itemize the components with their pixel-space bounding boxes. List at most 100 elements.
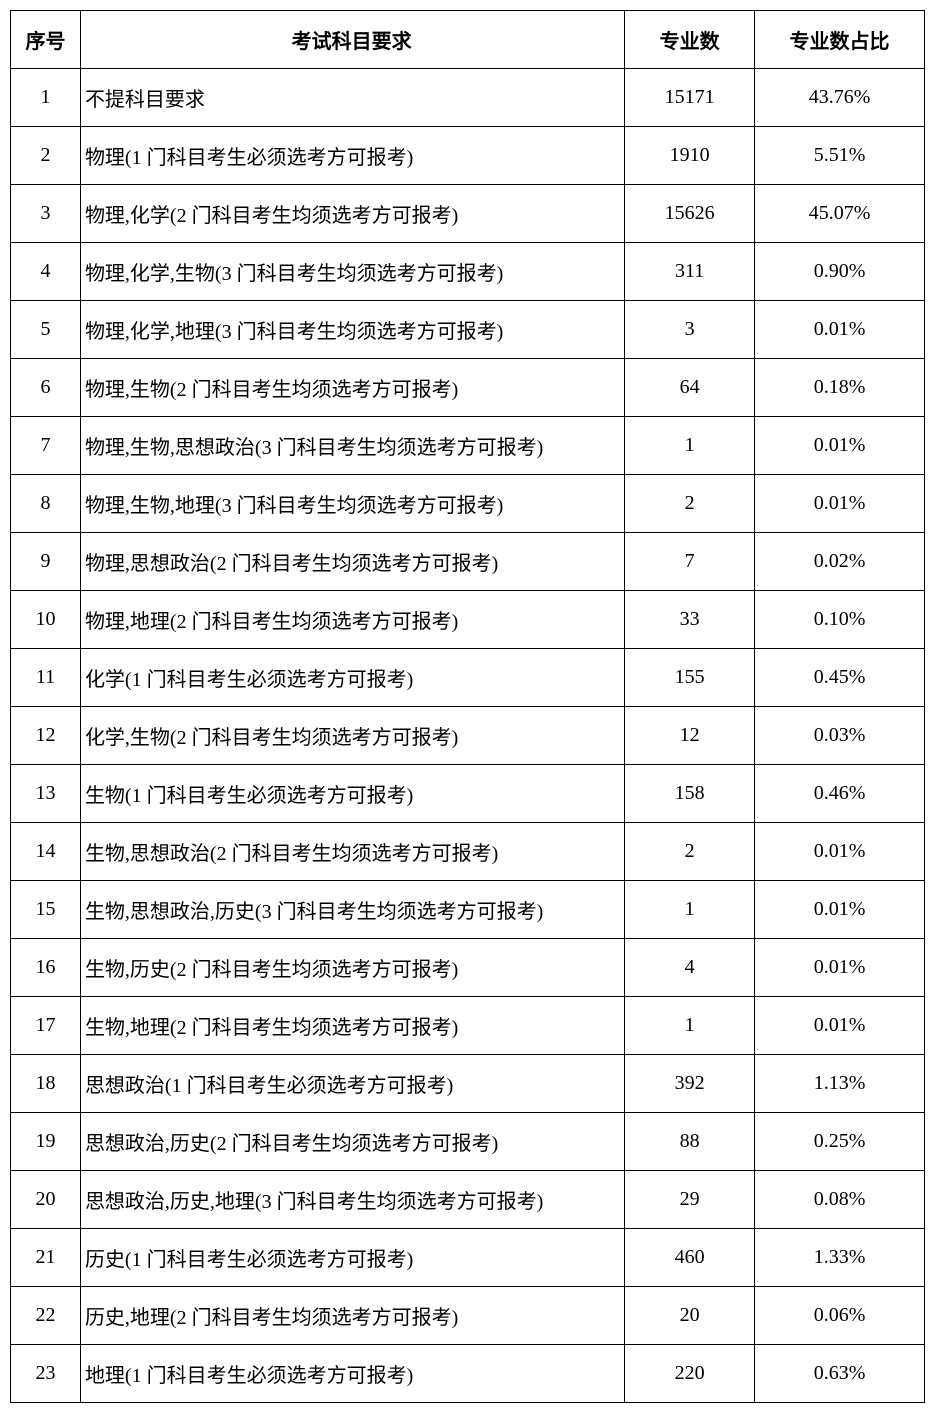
cell-requirement: 思想政治,历史,地理(3 门科目考生均须选考方可报考): [80, 1171, 624, 1229]
cell-index: 16: [11, 939, 81, 997]
cell-count: 64: [625, 359, 755, 417]
header-requirement: 考试科目要求: [80, 11, 624, 69]
table-row: 23地理(1 门科目考生必须选考方可报考)2200.63%: [11, 1345, 925, 1403]
cell-percent: 0.02%: [755, 533, 925, 591]
cell-index: 8: [11, 475, 81, 533]
cell-index: 9: [11, 533, 81, 591]
table-row: 13生物(1 门科目考生必须选考方可报考)1580.46%: [11, 765, 925, 823]
cell-count: 4: [625, 939, 755, 997]
cell-count: 12: [625, 707, 755, 765]
cell-percent: 1.13%: [755, 1055, 925, 1113]
cell-requirement: 思想政治(1 门科目考生必须选考方可报考): [80, 1055, 624, 1113]
cell-index: 18: [11, 1055, 81, 1113]
cell-count: 311: [625, 243, 755, 301]
table-body: 1不提科目要求1517143.76%2物理(1 门科目考生必须选考方可报考)19…: [11, 69, 925, 1403]
table-row: 15生物,思想政治,历史(3 门科目考生均须选考方可报考)10.01%: [11, 881, 925, 939]
cell-percent: 0.01%: [755, 881, 925, 939]
cell-count: 155: [625, 649, 755, 707]
cell-percent: 0.45%: [755, 649, 925, 707]
cell-count: 15626: [625, 185, 755, 243]
cell-percent: 0.46%: [755, 765, 925, 823]
cell-index: 4: [11, 243, 81, 301]
cell-percent: 0.90%: [755, 243, 925, 301]
table-row: 1不提科目要求1517143.76%: [11, 69, 925, 127]
table-row: 10物理,地理(2 门科目考生均须选考方可报考)330.10%: [11, 591, 925, 649]
cell-index: 19: [11, 1113, 81, 1171]
cell-percent: 0.18%: [755, 359, 925, 417]
cell-percent: 45.07%: [755, 185, 925, 243]
cell-requirement: 物理,生物(2 门科目考生均须选考方可报考): [80, 359, 624, 417]
table-row: 9物理,思想政治(2 门科目考生均须选考方可报考)70.02%: [11, 533, 925, 591]
cell-requirement: 生物,历史(2 门科目考生均须选考方可报考): [80, 939, 624, 997]
cell-index: 11: [11, 649, 81, 707]
cell-count: 2: [625, 823, 755, 881]
cell-requirement: 物理,地理(2 门科目考生均须选考方可报考): [80, 591, 624, 649]
cell-count: 2: [625, 475, 755, 533]
cell-index: 17: [11, 997, 81, 1055]
cell-requirement: 生物,思想政治(2 门科目考生均须选考方可报考): [80, 823, 624, 881]
cell-percent: 0.01%: [755, 939, 925, 997]
cell-index: 13: [11, 765, 81, 823]
table-row: 5物理,化学,地理(3 门科目考生均须选考方可报考)30.01%: [11, 301, 925, 359]
header-index: 序号: [11, 11, 81, 69]
cell-percent: 0.03%: [755, 707, 925, 765]
cell-percent: 0.01%: [755, 475, 925, 533]
cell-requirement: 物理,化学(2 门科目考生均须选考方可报考): [80, 185, 624, 243]
table-row: 17生物,地理(2 门科目考生均须选考方可报考)10.01%: [11, 997, 925, 1055]
cell-index: 23: [11, 1345, 81, 1403]
cell-count: 29: [625, 1171, 755, 1229]
cell-requirement: 化学(1 门科目考生必须选考方可报考): [80, 649, 624, 707]
cell-count: 7: [625, 533, 755, 591]
cell-index: 6: [11, 359, 81, 417]
table-row: 14生物,思想政治(2 门科目考生均须选考方可报考)20.01%: [11, 823, 925, 881]
cell-index: 5: [11, 301, 81, 359]
cell-count: 392: [625, 1055, 755, 1113]
cell-count: 1: [625, 881, 755, 939]
cell-requirement: 生物,地理(2 门科目考生均须选考方可报考): [80, 997, 624, 1055]
cell-requirement: 地理(1 门科目考生必须选考方可报考): [80, 1345, 624, 1403]
cell-percent: 0.01%: [755, 823, 925, 881]
cell-count: 1910: [625, 127, 755, 185]
cell-percent: 0.01%: [755, 997, 925, 1055]
table-row: 19思想政治,历史(2 门科目考生均须选考方可报考)880.25%: [11, 1113, 925, 1171]
cell-index: 21: [11, 1229, 81, 1287]
cell-requirement: 物理,化学,生物(3 门科目考生均须选考方可报考): [80, 243, 624, 301]
cell-index: 10: [11, 591, 81, 649]
cell-percent: 0.06%: [755, 1287, 925, 1345]
cell-index: 3: [11, 185, 81, 243]
cell-requirement: 生物(1 门科目考生必须选考方可报考): [80, 765, 624, 823]
table-row: 20思想政治,历史,地理(3 门科目考生均须选考方可报考)290.08%: [11, 1171, 925, 1229]
cell-count: 33: [625, 591, 755, 649]
cell-index: 14: [11, 823, 81, 881]
cell-count: 220: [625, 1345, 755, 1403]
table-header-row: 序号 考试科目要求 专业数 专业数占比: [11, 11, 925, 69]
subject-requirements-table: 序号 考试科目要求 专业数 专业数占比 1不提科目要求1517143.76%2物…: [10, 10, 925, 1403]
header-count: 专业数: [625, 11, 755, 69]
header-percent: 专业数占比: [755, 11, 925, 69]
cell-requirement: 历史,地理(2 门科目考生均须选考方可报考): [80, 1287, 624, 1345]
table-row: 18思想政治(1 门科目考生必须选考方可报考)3921.13%: [11, 1055, 925, 1113]
cell-percent: 0.01%: [755, 301, 925, 359]
cell-requirement: 物理,生物,思想政治(3 门科目考生均须选考方可报考): [80, 417, 624, 475]
cell-requirement: 思想政治,历史(2 门科目考生均须选考方可报考): [80, 1113, 624, 1171]
cell-index: 12: [11, 707, 81, 765]
cell-count: 15171: [625, 69, 755, 127]
cell-index: 15: [11, 881, 81, 939]
cell-count: 88: [625, 1113, 755, 1171]
cell-percent: 0.01%: [755, 417, 925, 475]
cell-count: 1: [625, 417, 755, 475]
cell-percent: 0.63%: [755, 1345, 925, 1403]
cell-percent: 1.33%: [755, 1229, 925, 1287]
cell-index: 20: [11, 1171, 81, 1229]
cell-index: 2: [11, 127, 81, 185]
table-row: 22历史,地理(2 门科目考生均须选考方可报考)200.06%: [11, 1287, 925, 1345]
table-row: 12化学,生物(2 门科目考生均须选考方可报考)120.03%: [11, 707, 925, 765]
cell-percent: 0.25%: [755, 1113, 925, 1171]
table-row: 8物理,生物,地理(3 门科目考生均须选考方可报考)20.01%: [11, 475, 925, 533]
cell-requirement: 物理(1 门科目考生必须选考方可报考): [80, 127, 624, 185]
cell-requirement: 不提科目要求: [80, 69, 624, 127]
cell-count: 20: [625, 1287, 755, 1345]
cell-index: 22: [11, 1287, 81, 1345]
table-row: 2物理(1 门科目考生必须选考方可报考)19105.51%: [11, 127, 925, 185]
table-row: 11化学(1 门科目考生必须选考方可报考)1550.45%: [11, 649, 925, 707]
